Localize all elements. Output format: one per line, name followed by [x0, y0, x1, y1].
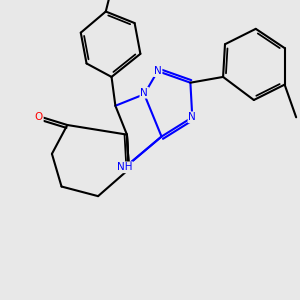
- Text: NH: NH: [117, 162, 133, 172]
- Text: N: N: [154, 66, 162, 76]
- Text: O: O: [34, 112, 43, 122]
- Text: N: N: [188, 112, 196, 122]
- Text: N: N: [140, 88, 148, 98]
